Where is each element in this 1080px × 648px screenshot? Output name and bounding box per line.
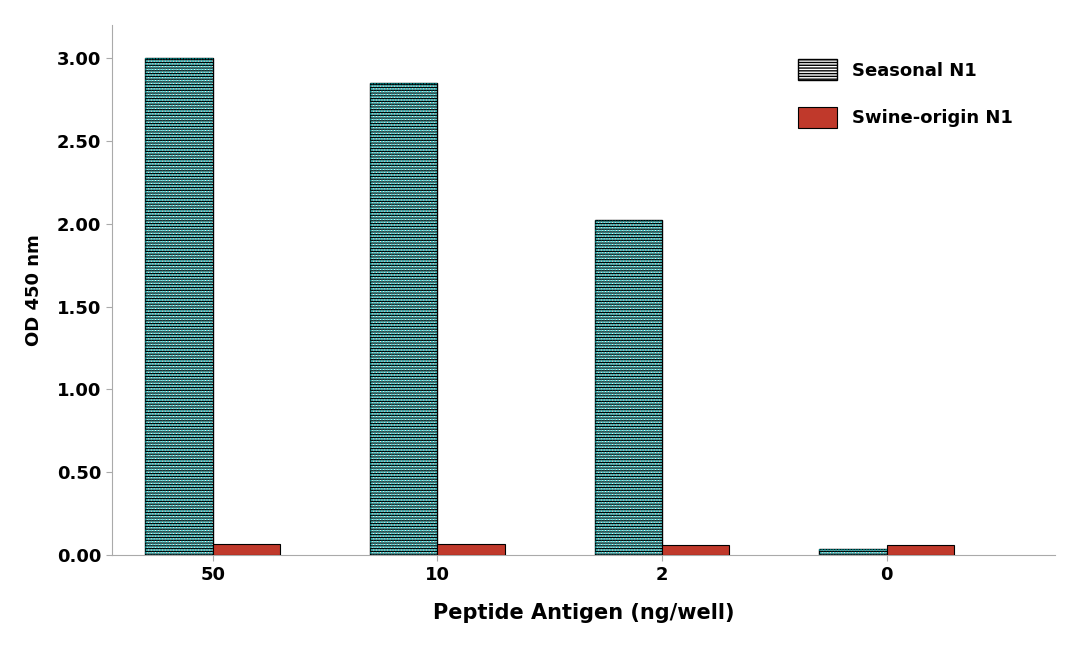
Bar <box>146 58 213 555</box>
Bar <box>595 220 662 555</box>
Bar <box>146 58 213 555</box>
Bar <box>819 548 887 555</box>
Bar <box>370 83 437 555</box>
Y-axis label: OD 450 nm: OD 450 nm <box>25 234 43 346</box>
Bar <box>819 548 887 555</box>
Bar <box>370 83 437 555</box>
Legend: Seasonal N1, Swine-origin N1: Seasonal N1, Swine-origin N1 <box>783 45 1027 143</box>
Bar <box>887 545 954 555</box>
X-axis label: Peptide Antigen (ng/well): Peptide Antigen (ng/well) <box>433 603 734 623</box>
Bar <box>662 545 729 555</box>
Bar <box>437 544 504 555</box>
Bar <box>213 544 280 555</box>
Bar <box>595 220 662 555</box>
